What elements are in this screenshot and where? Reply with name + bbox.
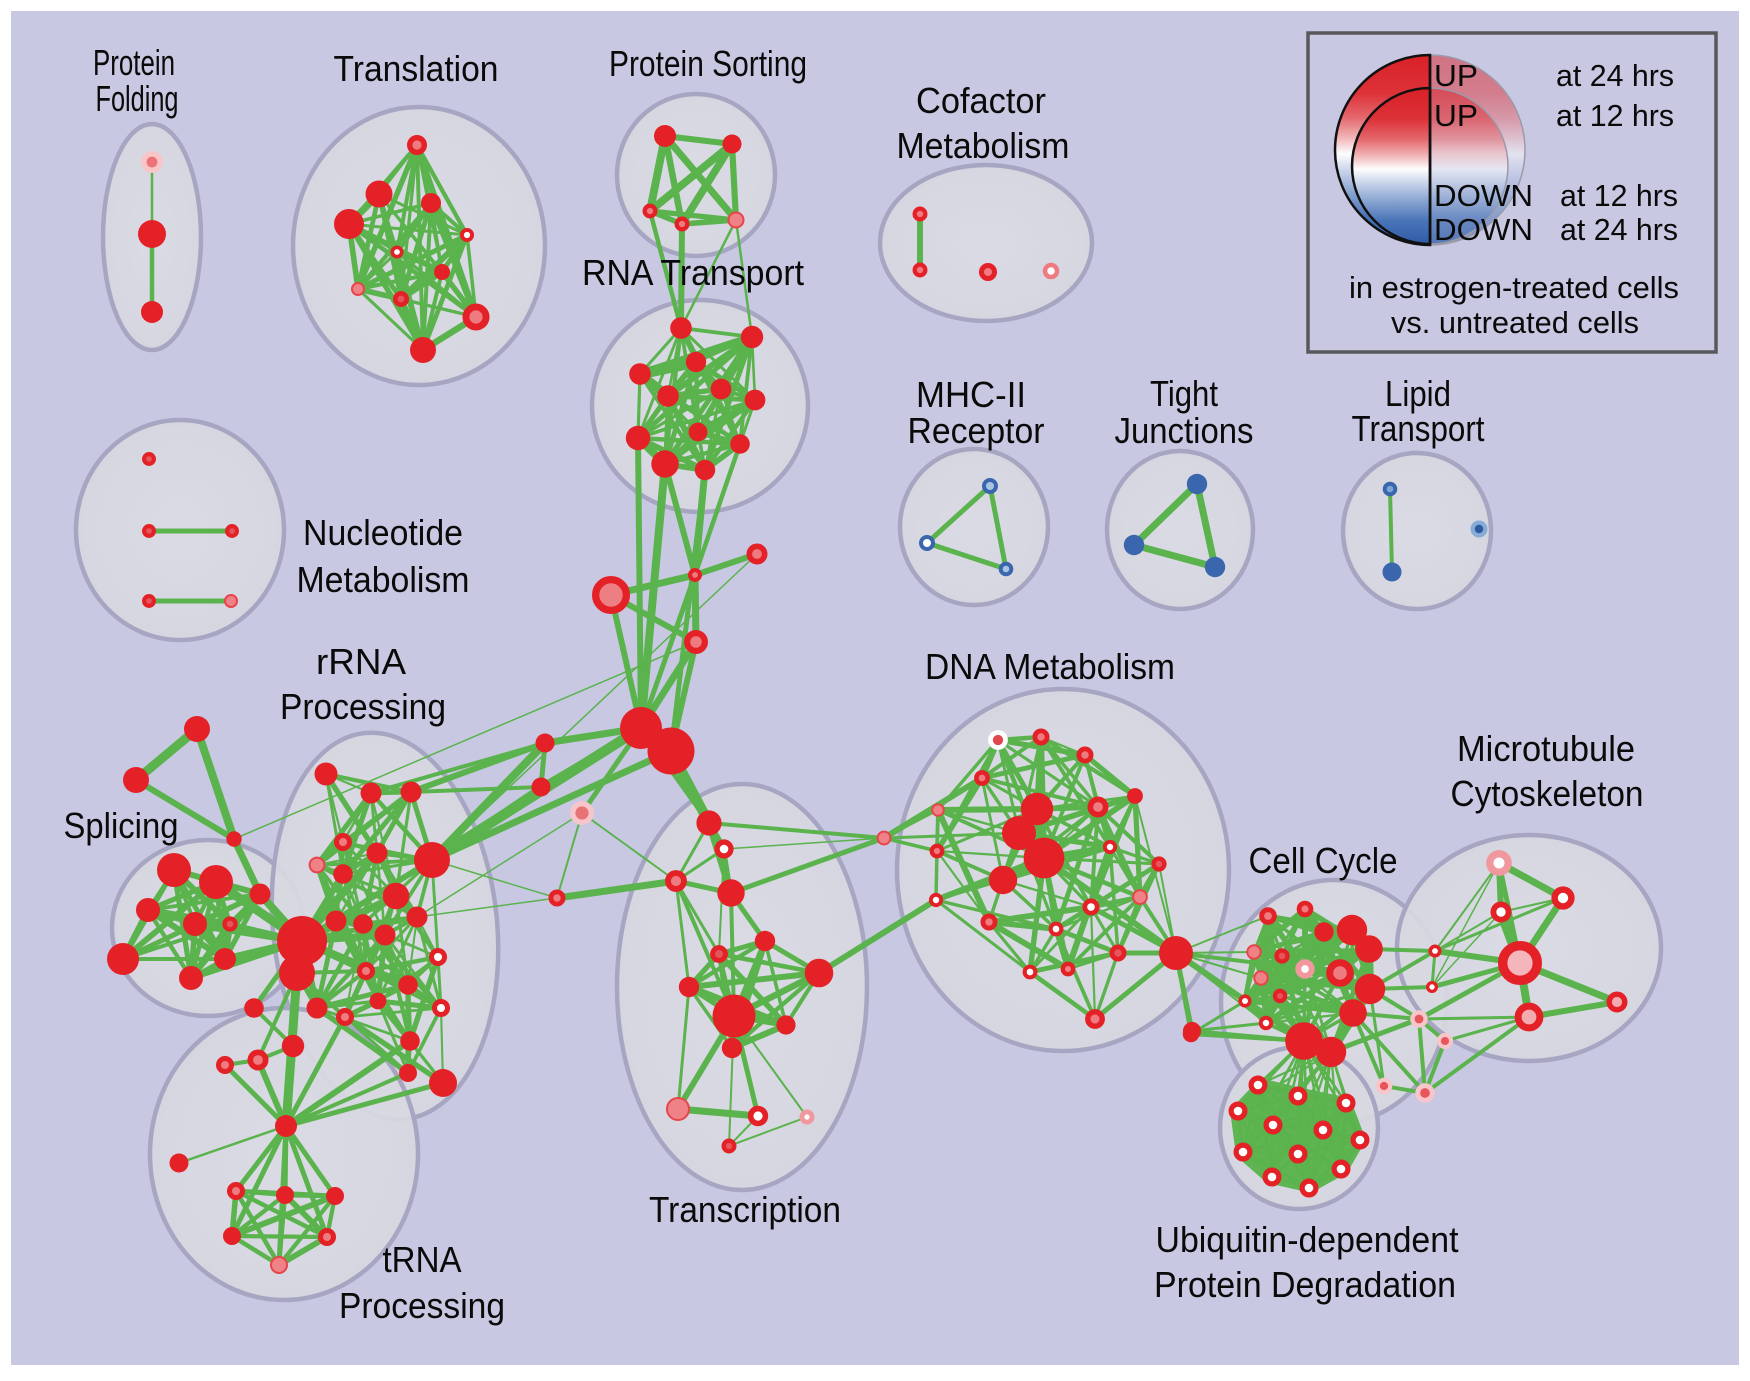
svg-text:in estrogen-treated cells: in estrogen-treated cells — [1349, 270, 1679, 305]
svg-text:RNA Transport: RNA Transport — [582, 252, 804, 293]
svg-text:Cell Cycle: Cell Cycle — [1249, 840, 1398, 881]
svg-text:MHC-II: MHC-II — [916, 374, 1026, 415]
svg-text:Receptor: Receptor — [908, 410, 1045, 451]
svg-text:Metabolism: Metabolism — [897, 125, 1070, 166]
svg-text:vs. untreated cells: vs. untreated cells — [1391, 305, 1639, 340]
svg-text:at 12 hrs: at 12 hrs — [1556, 98, 1674, 133]
svg-text:DOWN: DOWN — [1434, 212, 1533, 247]
svg-text:Processing: Processing — [280, 686, 446, 727]
svg-text:Junctions: Junctions — [1115, 410, 1254, 451]
svg-text:Protein Sorting: Protein Sorting — [609, 43, 807, 84]
svg-text:Cofactor: Cofactor — [916, 80, 1046, 121]
svg-text:Ubiquitin-dependent: Ubiquitin-dependent — [1156, 1219, 1459, 1260]
svg-text:DNA Metabolism: DNA Metabolism — [925, 646, 1175, 687]
svg-text:Splicing: Splicing — [64, 805, 179, 846]
svg-text:tRNA: tRNA — [383, 1239, 462, 1280]
svg-text:UP: UP — [1434, 58, 1478, 93]
svg-text:Transport: Transport — [1352, 408, 1485, 449]
svg-text:Cytoskeleton: Cytoskeleton — [1451, 773, 1644, 814]
svg-text:Protein Degradation: Protein Degradation — [1154, 1264, 1456, 1305]
svg-text:Metabolism: Metabolism — [297, 559, 470, 600]
svg-text:Translation: Translation — [334, 48, 499, 89]
svg-text:Processing: Processing — [339, 1285, 505, 1326]
svg-text:rRNA: rRNA — [316, 641, 406, 682]
svg-text:at 24 hrs: at 24 hrs — [1560, 212, 1678, 247]
svg-text:Protein: Protein — [93, 42, 175, 83]
svg-text:at 24 hrs: at 24 hrs — [1556, 58, 1674, 93]
svg-text:Lipid: Lipid — [1385, 373, 1451, 414]
svg-text:Nucleotide: Nucleotide — [303, 512, 463, 553]
svg-text:Tight: Tight — [1150, 373, 1218, 414]
svg-text:Microtubule: Microtubule — [1457, 728, 1635, 769]
svg-text:DOWN: DOWN — [1434, 178, 1533, 213]
svg-text:UP: UP — [1434, 98, 1478, 133]
svg-text:Transcription: Transcription — [649, 1189, 841, 1230]
svg-text:at 12 hrs: at 12 hrs — [1560, 178, 1678, 213]
svg-text:Folding: Folding — [96, 78, 179, 119]
